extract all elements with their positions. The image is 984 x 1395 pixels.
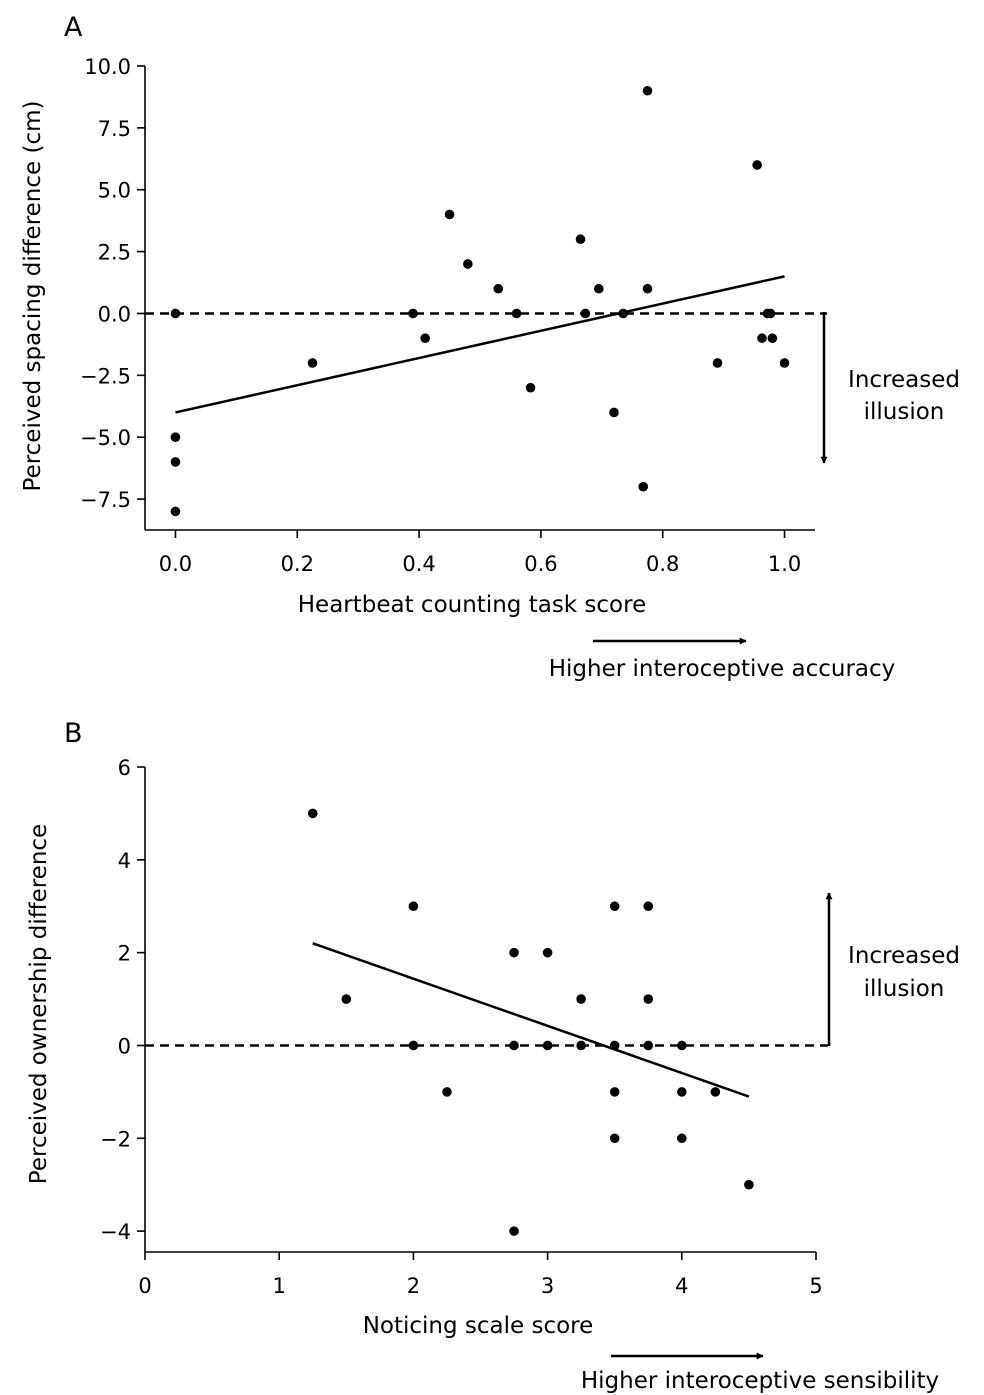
data-point-a [593,283,604,294]
data-point-a [170,308,181,319]
data-point-a [767,333,778,344]
y-tick-label-a: 5.0 [98,179,131,203]
y-tick-label-b: −2 [100,1127,131,1151]
x-axis-label-b: Noticing scale score [363,1313,594,1339]
x-tick-label-b: 4 [675,1274,688,1298]
y-tick-label-b: 0 [118,1034,131,1058]
panel-letter-a: A [64,12,83,43]
data-point-b [609,901,620,912]
x-tick-label-a: 1.0 [768,552,801,576]
data-point-b [442,1087,452,1097]
y-tick-label-a: 10.0 [84,55,131,79]
x-tick-label-b: 1 [273,1274,286,1298]
x-axis-a: 0.0 0.2 0.4 0.6 0.8 1.0 [145,529,815,576]
data-point-a [307,358,318,368]
x-tick-label-a: 0.0 [159,552,192,576]
x-tick-label-a: 0.8 [646,552,679,576]
data-point-a [420,333,430,344]
panel-a: A 0.0 0.2 0.4 0.6 0.8 1.0 10.0 7.5 5.0 2.5 0.0 −2.… [20,12,960,682]
data-point-b [643,994,654,1004]
y-axis-label-b: Perceived ownership difference [26,824,52,1184]
data-point-a [618,308,628,319]
y-tick-label-a: 7.5 [98,117,131,141]
illusion-label-a-line1: Increased [848,367,960,393]
regression-line-a [175,275,785,414]
data-point-b [307,808,318,819]
panel-b: B 0 1 2 3 4 5 6 4 2 0 −2 −4 Noticing scale score P… [26,718,960,1394]
data-point-b [609,1133,620,1144]
data-point-b [710,1087,721,1097]
x-tick-label-b: 3 [541,1274,554,1298]
data-point-a [511,308,522,319]
y-tick-label-a: −7.5 [80,488,131,512]
data-point-b [643,1040,654,1051]
data-point-a [408,308,418,319]
illusion-label-b-line2: illusion [864,976,945,1002]
x-tick-label-b: 0 [138,1274,151,1298]
accuracy-label: Higher interoceptive accuracy [549,656,896,682]
data-point-b [509,1226,519,1236]
y-axis-b: 6 4 2 0 −2 −4 [100,756,146,1252]
plot-area-a [145,85,827,517]
y-tick-label-a: −5.0 [80,426,131,450]
data-point-a [638,481,649,492]
y-axis-a: 10.0 7.5 5.0 2.5 0.0 −2.5 −5.0 −7.5 [80,55,146,530]
data-point-a [779,358,790,368]
y-axis-label-a: Perceived spacing difference (cm) [20,101,46,492]
data-point-b [542,1040,553,1051]
x-tick-label-a: 0.4 [402,552,435,576]
data-point-b [677,1133,687,1144]
data-point-b [576,1040,586,1051]
regression-line-b [312,942,750,1098]
data-point-a [642,283,653,294]
data-point-b [408,901,419,912]
y-tick-label-b: −4 [100,1220,131,1244]
y-tick-label-a: −2.5 [80,364,131,388]
data-point-b [609,1087,620,1097]
x-tick-label-b: 5 [809,1274,822,1298]
data-point-a [580,308,591,319]
y-tick-label-b: 2 [118,942,131,966]
data-point-b [677,1040,687,1051]
data-point-b [509,947,519,958]
data-point-b [408,1040,419,1051]
x-tick-label-a: 0.2 [281,552,314,576]
data-point-a [642,85,653,96]
data-point-a [609,407,619,418]
data-point-b [576,994,586,1004]
data-point-a [575,234,586,245]
data-point-a [752,160,762,170]
illusion-label-a-line2: illusion [864,399,945,425]
y-tick-label-b: 6 [118,756,131,780]
data-point-b [677,1087,687,1097]
data-point-a [170,506,181,517]
data-point-a [463,259,473,269]
data-point-b [744,1179,754,1190]
data-point-b [341,994,352,1004]
data-point-a [757,333,767,344]
x-axis-label-a: Heartbeat counting task score [298,592,646,618]
sensibility-label: Higher interoceptive sensibility [581,1368,939,1394]
data-point-b [542,947,553,958]
data-point-a [170,432,181,443]
data-point-a [712,358,723,368]
x-tick-label-b: 2 [407,1274,420,1298]
data-point-a [170,457,181,467]
data-point-a [444,209,455,220]
data-point-b [609,1040,620,1051]
x-tick-label-a: 0.6 [524,552,557,576]
y-tick-label-a: 2.5 [98,241,131,265]
data-point-b [643,901,654,912]
y-tick-label-b: 4 [118,849,131,873]
data-point-a [493,283,504,294]
plot-area-b [145,808,828,1236]
panel-letter-b: B [64,718,83,749]
x-axis-b: 0 1 2 3 4 5 [138,1251,823,1298]
y-tick-label-a: 0.0 [98,302,131,326]
data-point-a [525,382,536,393]
illusion-label-b-line1: Increased [848,943,960,969]
data-point-a [765,308,776,319]
data-point-b [509,1040,519,1051]
